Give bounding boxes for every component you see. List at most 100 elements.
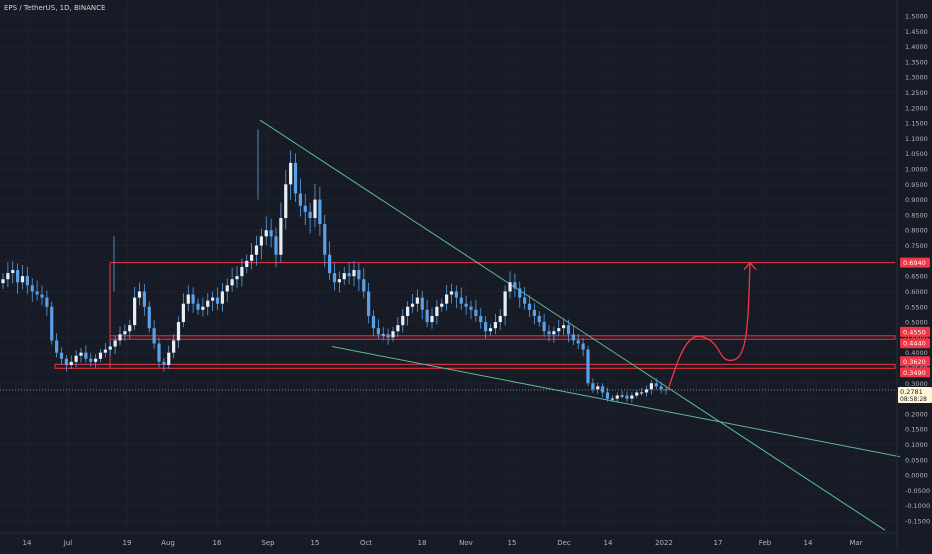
candle-body	[230, 279, 234, 286]
candle	[167, 345, 171, 369]
candle	[274, 227, 278, 268]
current-price-badge[interactable]	[898, 386, 932, 403]
level-badge[interactable]	[900, 338, 930, 349]
candle	[601, 383, 605, 398]
candle	[454, 285, 458, 309]
candle-body	[64, 358, 68, 365]
candle	[513, 273, 517, 298]
candle-body	[605, 392, 610, 399]
candle	[94, 354, 98, 368]
candle	[474, 299, 478, 322]
candle-body	[644, 389, 649, 393]
candle	[610, 395, 614, 403]
candle	[6, 262, 10, 288]
candle-body	[488, 328, 493, 332]
candle-body	[503, 291, 507, 316]
candle-body	[552, 331, 556, 335]
candle-body	[6, 273, 10, 280]
candle	[245, 254, 249, 274]
candle-body	[303, 205, 307, 212]
candle	[186, 285, 190, 312]
candle-body	[635, 392, 639, 396]
time-tick-label: Nov	[459, 539, 473, 547]
candle	[74, 350, 78, 368]
price-tick-label: 0.9000	[905, 196, 928, 204]
candle-body	[220, 291, 224, 304]
candle-body	[401, 315, 405, 326]
level-badge[interactable]	[900, 367, 930, 378]
level-badge[interactable]	[900, 257, 930, 268]
arrow-head-icon	[743, 261, 757, 271]
candle	[396, 317, 400, 337]
price-tick-label: 0.8500	[905, 211, 928, 219]
candle	[493, 313, 497, 335]
candle	[35, 280, 39, 301]
candle	[123, 324, 127, 341]
descending-trendline-lower[interactable]	[331, 346, 901, 458]
support-zone-0362[interactable]	[54, 363, 896, 369]
candle-body	[654, 383, 658, 387]
candle-body	[147, 306, 151, 329]
candle-body	[201, 306, 205, 310]
price-tick-label: 0.1500	[905, 426, 928, 434]
candle-body	[113, 340, 117, 347]
candle	[464, 295, 468, 315]
time-tick-label: 2022	[655, 539, 673, 547]
price-axis[interactable]: 1.5000 1.4500 1.4000 1.3500 1.3000 1.2500 1.20…	[896, 0, 932, 550]
price-tick-label: 0.6000	[905, 288, 928, 296]
candle-body	[498, 315, 502, 323]
candle-body	[332, 273, 337, 283]
candle	[386, 328, 390, 345]
candle-body	[664, 389, 668, 391]
candle	[225, 278, 229, 302]
candle-body	[459, 297, 463, 304]
candle	[176, 316, 181, 349]
price-tick-label: 1.4500	[905, 28, 928, 36]
descending-trendline-upper[interactable]	[259, 119, 886, 531]
price-tick-label: 1.2500	[905, 89, 928, 97]
candle-body	[123, 331, 127, 335]
candle-body	[469, 306, 473, 310]
candle-body	[103, 349, 107, 353]
level-badge-label: 0.4550	[903, 328, 926, 336]
candle	[11, 261, 15, 284]
time-tick-label: 18	[418, 539, 427, 547]
candle	[269, 218, 273, 248]
candle-body	[1, 279, 5, 284]
candle	[371, 310, 376, 337]
candle-body	[581, 343, 585, 350]
candle-body	[191, 294, 195, 304]
candle-body	[25, 276, 29, 286]
candle	[484, 315, 488, 339]
candle	[230, 267, 234, 292]
candle-body	[396, 325, 400, 332]
level-badge[interactable]	[900, 356, 930, 367]
price-tick-label: 1.4000	[905, 43, 928, 51]
candle	[332, 262, 337, 291]
projection-curve[interactable]	[667, 262, 751, 391]
price-tick-label: 0.2000	[905, 410, 928, 418]
candle	[445, 284, 449, 311]
candle-body	[98, 352, 103, 359]
resistance-zone-0455[interactable]	[109, 335, 896, 340]
candle	[40, 285, 44, 306]
candle	[503, 285, 507, 326]
time-axis[interactable]: 14 Jul 19 Aug 16 Sep 15 Oct 18 Nov 15 Dec 14 2022 17 Fe…	[0, 532, 895, 547]
time-tick-label: 14	[23, 539, 32, 547]
projection-arrow[interactable]	[667, 261, 757, 391]
candle	[240, 258, 244, 287]
candle-body	[298, 193, 302, 206]
trendlines[interactable]	[259, 119, 901, 531]
candle-body	[293, 162, 298, 194]
horizontal-levels[interactable]	[0, 262, 896, 391]
price-tick-label: 1.0500	[905, 150, 928, 158]
price-tick-label: 0.5500	[905, 303, 928, 311]
candle-body	[313, 199, 317, 218]
candle	[142, 284, 146, 316]
candle	[64, 354, 68, 372]
level-badge-label: 0.3620	[903, 358, 926, 366]
time-tick-label: Mar	[849, 539, 862, 547]
level-badge[interactable]	[900, 326, 930, 337]
